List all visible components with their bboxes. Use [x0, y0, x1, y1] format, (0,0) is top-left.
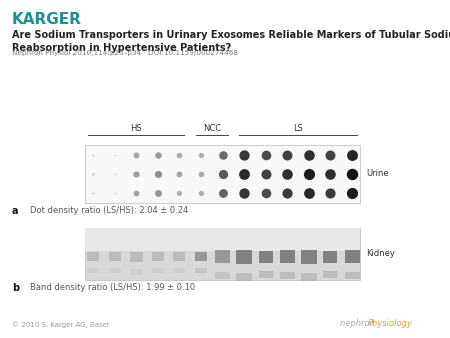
Point	[262, 152, 269, 158]
Point	[111, 171, 118, 177]
Text: a: a	[12, 206, 18, 216]
Point	[327, 152, 334, 158]
Bar	[152, 252, 164, 261]
Text: NCC: NCC	[202, 124, 221, 133]
Bar	[259, 250, 273, 263]
Bar	[108, 252, 121, 261]
Text: Kidney: Kidney	[366, 249, 395, 259]
Point	[176, 152, 183, 158]
Bar	[85, 228, 360, 280]
Point	[305, 171, 312, 177]
Point	[133, 190, 140, 196]
Point	[219, 152, 226, 158]
Text: © 2010 S. Karger AG, Basel: © 2010 S. Karger AG, Basel	[12, 321, 109, 328]
Bar	[280, 250, 295, 263]
Point	[90, 171, 97, 177]
Bar	[236, 273, 252, 281]
Point	[348, 190, 356, 196]
Text: HS: HS	[130, 124, 142, 133]
Bar	[215, 272, 230, 279]
Text: Physiology: Physiology	[368, 319, 413, 328]
Point	[348, 171, 356, 177]
Point	[305, 190, 312, 196]
Bar	[280, 272, 295, 279]
Bar	[85, 228, 360, 251]
Point	[348, 152, 356, 158]
Text: Dot density ratio (LS/HS): 2.04 ± 0.24: Dot density ratio (LS/HS): 2.04 ± 0.24	[30, 206, 188, 215]
Bar	[324, 250, 338, 263]
Point	[284, 190, 291, 196]
Point	[327, 190, 334, 196]
Text: b: b	[12, 283, 19, 293]
Text: LS: LS	[293, 124, 303, 133]
Point	[197, 171, 204, 177]
Text: Band density ratio (LS/HS): 1.99 ± 0.10: Band density ratio (LS/HS): 1.99 ± 0.10	[30, 283, 195, 292]
Point	[197, 190, 204, 196]
Bar	[195, 252, 207, 261]
Bar	[301, 273, 317, 281]
Text: Urine: Urine	[366, 169, 389, 178]
Point	[154, 190, 162, 196]
Bar	[301, 249, 317, 264]
Point	[176, 190, 183, 196]
Point	[240, 190, 248, 196]
Bar	[173, 252, 185, 261]
Bar	[130, 269, 143, 274]
Bar	[215, 250, 230, 263]
Bar	[87, 252, 99, 261]
Point	[219, 171, 226, 177]
Bar	[345, 250, 360, 263]
Point	[111, 152, 118, 158]
Bar	[173, 268, 185, 273]
Bar	[87, 268, 99, 273]
Bar	[345, 272, 360, 279]
Point	[327, 171, 334, 177]
Text: Nephron Physiol 2010;114:p25–p34 · DOI:10.1159/000274468: Nephron Physiol 2010;114:p25–p34 · DOI:1…	[12, 50, 238, 56]
Bar	[236, 249, 252, 264]
Point	[111, 190, 118, 196]
Bar	[324, 271, 338, 277]
Point	[133, 152, 140, 158]
Text: Are Sodium Transporters in Urinary Exosomes Reliable Markers of Tubular Sodium
R: Are Sodium Transporters in Urinary Exoso…	[12, 30, 450, 53]
Text: nephron: nephron	[340, 319, 378, 328]
Point	[262, 190, 269, 196]
Bar	[130, 251, 143, 262]
Bar	[108, 268, 121, 273]
Point	[305, 152, 312, 158]
Point	[219, 190, 226, 196]
Point	[154, 171, 162, 177]
Point	[133, 171, 140, 177]
Point	[154, 152, 162, 158]
Bar	[85, 145, 360, 203]
Bar	[259, 271, 273, 277]
Point	[240, 152, 248, 158]
Point	[262, 171, 269, 177]
Point	[284, 171, 291, 177]
Point	[90, 152, 97, 158]
Bar	[195, 268, 207, 273]
Point	[240, 171, 248, 177]
Point	[284, 152, 291, 158]
Point	[197, 152, 204, 158]
Point	[90, 190, 97, 196]
Text: KARGER: KARGER	[12, 12, 82, 27]
Point	[176, 171, 183, 177]
Bar	[152, 268, 164, 273]
